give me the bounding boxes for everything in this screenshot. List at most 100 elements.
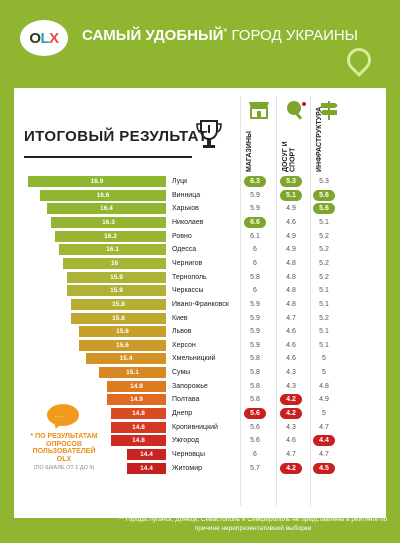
location-pin-icon: [342, 43, 376, 77]
chat-bubble-icon: ...: [47, 404, 79, 426]
table-row: 14.9 Запорожье 5.8 4.3 4.8: [0, 380, 400, 394]
column-separator: [240, 96, 241, 506]
shops-score: 5.8: [250, 382, 260, 390]
page-title: САМЫЙ УДОБНЫЙ* ГОРОД УКРАИНЫ: [82, 27, 358, 44]
score-bar: 16.3: [51, 216, 166, 228]
infrastructure-score: 5.6: [313, 189, 335, 201]
infrastructure-score: 5.6: [313, 203, 335, 215]
leisure-score: 4.9: [286, 246, 296, 254]
shops-score: 5.6: [250, 437, 260, 445]
infrastructure-score: 4.8: [319, 382, 329, 390]
survey-note: * ПО РЕЗУЛЬТАТАМ ОПРОСОВ ПОЛЬЗОВАТЕЛЕЙ O…: [30, 433, 98, 464]
infrastructure-score: 5.2: [319, 246, 329, 254]
score-bar: 15.6: [79, 326, 166, 338]
shops-score: 6: [253, 246, 257, 254]
column-separator: [310, 96, 311, 506]
pingpong-icon: [287, 101, 306, 120]
leisure-score: 4.6: [286, 328, 296, 336]
infrastructure-score: 5.2: [319, 273, 329, 281]
city-name: Одесса: [172, 246, 197, 254]
city-name: Тернополь: [172, 273, 207, 281]
score-bar: 14.8: [111, 435, 166, 447]
leisure-score: 4.6: [286, 341, 296, 349]
score-bar: 16.1: [59, 244, 166, 256]
table-row: 15.4 Хмельницкий 5.8 4.6 5: [0, 353, 400, 366]
infrastructure-score: 5.2: [319, 314, 329, 322]
score-bar: 16.6: [40, 189, 166, 201]
leisure-score: 4.3: [286, 369, 296, 377]
table-row: 14.9 Полтава 5.8 4.2 4.9: [0, 394, 400, 407]
infrastructure-score: 5: [322, 410, 326, 418]
shops-score: 5.8: [250, 273, 260, 281]
column-header-infrastructure: ИНФРАСТРУКТУРА: [314, 100, 344, 172]
table-row: 14.4 Житомир 5.7 4.2 4.5: [0, 462, 400, 476]
infrastructure-score: 4.4: [313, 435, 335, 447]
score-bar: 16: [63, 257, 166, 269]
shops-score: 5.9: [250, 205, 260, 213]
leisure-score: 5.3: [280, 176, 302, 187]
shops-score: 6: [253, 259, 257, 267]
city-name: Ровно: [172, 232, 192, 240]
shops-score: 5.8: [250, 396, 260, 404]
table-row: 16 Чернигов 6 4.8 5.2: [0, 257, 400, 271]
shops-score: 5.6: [244, 408, 266, 420]
infrastructure-score: 5.2: [319, 259, 329, 267]
table-row: 15.8 Киев 5.9 4.7 5.2: [0, 312, 400, 326]
score-bar: 15.4: [86, 353, 166, 365]
shops-score: 5.9: [250, 314, 260, 322]
table-row: 14.4 Черновцы 6 4.7 4.7: [0, 449, 400, 462]
leisure-score: 4.2: [280, 394, 302, 406]
table-row: 16.2 Ровно 6.1 4.9 5.2: [0, 230, 400, 244]
shops-score: 6.1: [250, 232, 260, 240]
shops-score: 5.8: [250, 369, 260, 377]
city-name: Харьков: [172, 205, 199, 213]
shops-score: 5.9: [250, 328, 260, 336]
score-bar: 16.9: [28, 176, 166, 187]
table-row: 15.8 Ивано-Франковск 5.9 4.8 5.1: [0, 298, 400, 312]
score-bar: 15.9: [67, 285, 166, 297]
score-bar: 15.9: [67, 271, 166, 283]
table-row: 16.9 Луцк 6.3 5.3 5.3: [0, 176, 400, 189]
table-row: 15.9 Черкассы 6 4.8 5.1: [0, 285, 400, 298]
table-row: 15.6 Херсон 5.9 4.6 5.1: [0, 339, 400, 353]
score-bar: 15.6: [79, 339, 166, 351]
shops-score: 6.3: [244, 176, 266, 187]
table-row: 16.4 Харьков 5.9 4.9 5.6: [0, 203, 400, 216]
leisure-score: 5.1: [280, 189, 302, 201]
table-row: 16.1 Одесса 6 4.9 5.2: [0, 244, 400, 257]
infrastructure-score: 5.1: [319, 328, 329, 336]
leisure-score: 4.7: [286, 451, 296, 458]
score-bar: 14.8: [111, 421, 166, 433]
infrastructure-score: 5: [322, 369, 326, 377]
leisure-score: 4.9: [286, 232, 296, 240]
city-name: Винница: [172, 191, 201, 199]
infrastructure-score: 4.9: [319, 396, 329, 404]
shops-score: 5.9: [250, 300, 260, 308]
table-row: 14.8 Ужгород 5.6 4.6 4.4: [0, 435, 400, 448]
city-name: Черкассы: [172, 287, 204, 295]
infrastructure-score: 5.1: [319, 218, 329, 226]
city-name: Днепр: [172, 410, 193, 418]
leisure-score: 4.8: [286, 273, 296, 281]
infrastructure-score: 5.1: [319, 341, 329, 349]
infrastructure-score: 5: [322, 355, 326, 363]
table-row: 14.8 Кропивницкий 5.6 4.3 4.7: [0, 421, 400, 435]
score-bar: 14.9: [107, 380, 166, 392]
infrastructure-score: 4.7: [319, 423, 329, 431]
leisure-score: 4.2: [280, 408, 302, 420]
leisure-score: 4.7: [286, 314, 296, 322]
city-name: Херсон: [172, 341, 196, 349]
shops-score: 5.6: [250, 423, 260, 431]
leisure-score: 4.6: [286, 218, 296, 226]
leisure-score: 4.9: [286, 205, 296, 213]
shops-score: 6.6: [244, 216, 266, 228]
score-bar: 15.8: [71, 298, 166, 310]
score-bar: 15.8: [71, 312, 166, 324]
shops-score: 6: [253, 451, 257, 458]
leisure-score: 4.3: [286, 423, 296, 431]
table-row: 15.6 Львов 5.9 4.6 5.1: [0, 326, 400, 339]
city-name: Чернигов: [172, 259, 203, 267]
infrastructure-score: 4.5: [313, 462, 335, 474]
city-name: Черновцы: [172, 451, 205, 458]
